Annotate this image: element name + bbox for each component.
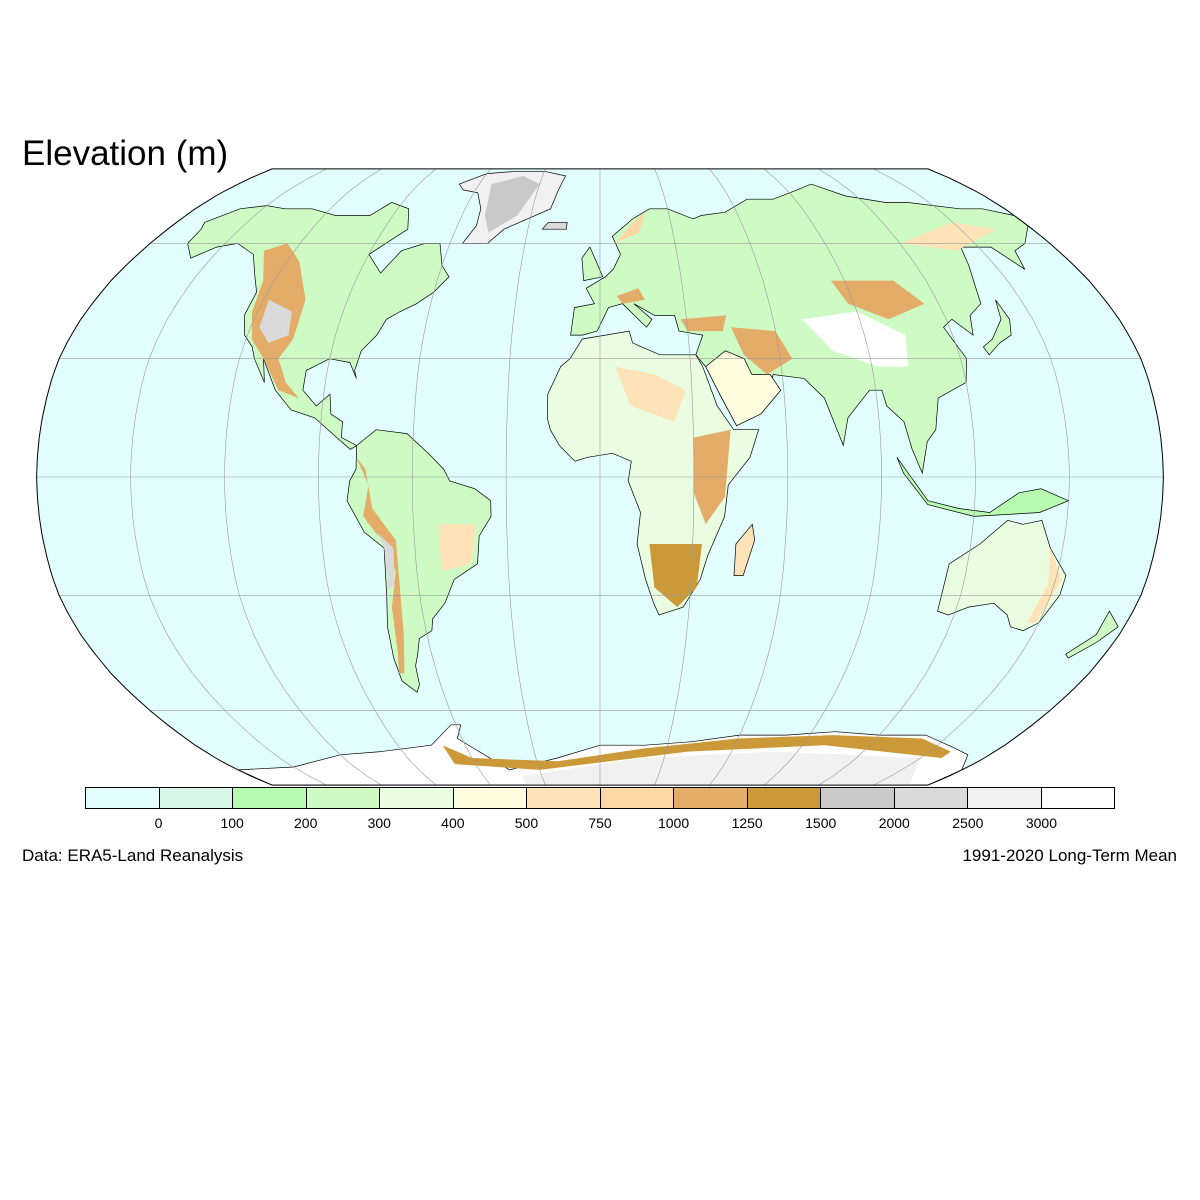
north-america <box>187 202 450 450</box>
arabia <box>705 350 782 427</box>
greenland-ice <box>485 175 540 233</box>
colorbar-tick-label: 3000 <box>1025 815 1057 831</box>
colorbar-tick-label: 500 <box>514 815 539 831</box>
sahara-plateau <box>615 366 686 422</box>
colorbar-tick-label: 1000 <box>657 815 690 831</box>
turkey-plateau <box>680 315 727 332</box>
colorbar-tick-label: 400 <box>441 815 465 831</box>
uk <box>581 246 604 282</box>
elevation-colorbar <box>85 787 1115 809</box>
colorbar-tick-label: 0 <box>154 815 163 831</box>
colorbar-box <box>526 787 601 809</box>
graticule <box>36 168 1164 786</box>
colorbar-box <box>746 787 821 809</box>
colorbar-box <box>379 787 454 809</box>
colorbar-box <box>893 787 968 809</box>
japan <box>982 299 1012 356</box>
page-title: Elevation (m) <box>22 134 229 173</box>
madagascar <box>733 523 756 576</box>
iceland <box>541 221 568 230</box>
colorbar-box <box>673 787 748 809</box>
world-map <box>36 168 1164 786</box>
antarctic-interior <box>522 751 921 786</box>
europe-alps <box>616 288 645 304</box>
andes <box>356 457 405 674</box>
eurasia <box>570 183 1029 475</box>
colorbar-box <box>967 787 1042 809</box>
colorbar-tick-label: 1500 <box>805 815 837 831</box>
colorbar-box <box>85 787 160 809</box>
colorbar-tick-label: 2000 <box>878 815 910 831</box>
tibet-plateau <box>801 311 909 367</box>
colorbar-box <box>820 787 895 809</box>
southern-africa <box>649 544 702 608</box>
colorbar-box <box>305 787 380 809</box>
colorbar-tick-label: 300 <box>367 815 391 831</box>
antarctic-coast <box>442 735 951 770</box>
colorbar-tick-label: 1250 <box>731 815 763 831</box>
map-border <box>36 168 1164 786</box>
period-label: 1991-2020 Long-Term Mean <box>962 846 1177 865</box>
colorbar-box <box>1040 787 1115 809</box>
colorbar-box <box>452 787 527 809</box>
scandinavia-mtn <box>615 212 646 244</box>
australia-east <box>1026 548 1062 623</box>
mongolia-high <box>830 280 925 320</box>
colorbar-box <box>232 787 307 809</box>
colorbar-tick-label: 100 <box>220 815 244 831</box>
colorbar-box <box>158 787 233 809</box>
data-source-label: Data: ERA5-Land Reanalysis <box>22 846 244 865</box>
colorbar-box <box>599 787 674 809</box>
colorbar-tick-label: 200 <box>294 815 318 831</box>
rockies-high <box>259 299 292 343</box>
andes-peaks <box>376 532 395 588</box>
brazil-highlands <box>438 524 476 572</box>
south-america <box>346 429 492 693</box>
new-zealand <box>1065 610 1119 659</box>
indonesia <box>896 457 1070 517</box>
colorbar-tick-label: 2500 <box>952 815 984 831</box>
colorbar-tick-label: 750 <box>588 815 612 831</box>
